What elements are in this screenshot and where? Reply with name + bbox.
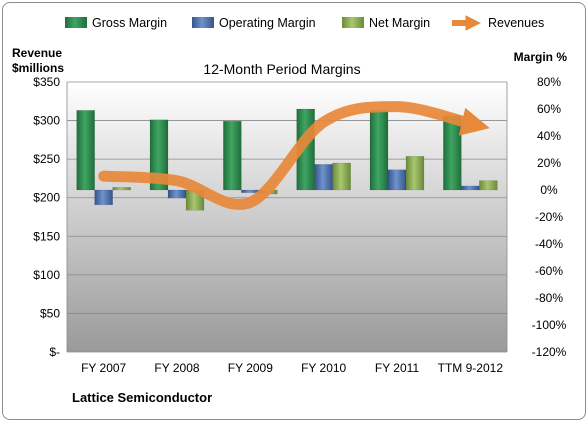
legend: Gross Margin Operating Margin Net Margin… — [65, 15, 544, 31]
chart-title: 12-Month Period Margins — [203, 61, 360, 77]
left-tick-label: $250 — [33, 152, 60, 166]
left-tick-label: $100 — [33, 268, 60, 282]
right-tick-label: 40% — [537, 129, 561, 143]
legend-label-operating-margin: Operating Margin — [219, 16, 316, 30]
category-label: FY 2007 — [81, 361, 126, 375]
category-label: TTM 9-2012 — [438, 361, 504, 375]
left-tick-label: $150 — [33, 229, 60, 243]
bar-operating-margin — [167, 189, 187, 199]
revenue-series — [98, 101, 490, 210]
bar-net-margin — [332, 162, 351, 191]
bar-series — [76, 108, 498, 211]
gridlines — [66, 81, 508, 353]
left-tick-label: $350 — [33, 75, 60, 89]
bar-net-margin — [405, 156, 425, 191]
bar-gross-margin — [149, 119, 169, 191]
legend-label-revenues: Revenues — [488, 16, 544, 30]
right-tick-label: 0% — [540, 183, 558, 197]
company-label: Lattice Semiconductor — [72, 390, 212, 405]
right-tick-label: 80% — [537, 75, 561, 89]
category-label: FY 2011 — [375, 361, 420, 375]
left-axis-title-line1: Revenue — [12, 46, 62, 60]
bar-gross-margin — [369, 110, 389, 191]
left-axis-title-line2: $millions — [12, 61, 64, 75]
category-label: FY 2008 — [154, 361, 199, 375]
bar-net-margin — [479, 180, 498, 191]
legend-label-net-margin: Net Margin — [369, 16, 430, 30]
legend-swatch-gross-margin — [65, 17, 87, 28]
left-tick-label: $50 — [40, 306, 60, 320]
right-axis-title: Margin % — [514, 50, 568, 64]
plot-area — [67, 82, 507, 352]
legend-label-gross-margin: Gross Margin — [92, 16, 167, 30]
right-tick-label: -60% — [535, 264, 563, 278]
bar-gross-margin — [223, 120, 242, 191]
category-labels: FY 2007 FY 2008 FY 2009 FY 2010 FY 2011 TTM 9… — [81, 361, 503, 375]
right-tick-label: -20% — [535, 210, 563, 224]
right-axis-ticks: -120% -100% -80% -60% -40% -20% 0% 20% 40% 60% 80% — [532, 75, 567, 359]
left-tick-label: $300 — [33, 114, 60, 128]
left-axis-ticks: $- $50 $100 $150 $200 $250 $300 $350 — [33, 75, 60, 359]
category-label: FY 2009 — [228, 361, 273, 375]
right-tick-label: 60% — [537, 102, 561, 116]
legend-swatch-operating-margin — [192, 17, 214, 28]
right-tick-label: 20% — [537, 156, 561, 170]
bar-operating-margin — [461, 185, 480, 191]
right-tick-label: -40% — [535, 237, 563, 251]
category-label: FY 2010 — [301, 361, 346, 375]
right-tick-label: -120% — [532, 345, 567, 359]
bar-operating-margin — [94, 189, 113, 206]
bar-operating-margin — [314, 164, 333, 191]
revenue-line — [98, 101, 490, 210]
legend-swatch-net-margin — [342, 17, 364, 28]
right-tick-label: -100% — [532, 318, 567, 332]
bar-gross-margin — [443, 115, 462, 191]
bar-operating-margin — [387, 169, 407, 191]
bar-net-margin — [112, 187, 131, 191]
left-tick-label: $200 — [33, 191, 60, 205]
left-tick-label: $- — [49, 345, 60, 359]
bar-gross-margin — [76, 110, 95, 191]
right-tick-label: -80% — [535, 291, 563, 305]
